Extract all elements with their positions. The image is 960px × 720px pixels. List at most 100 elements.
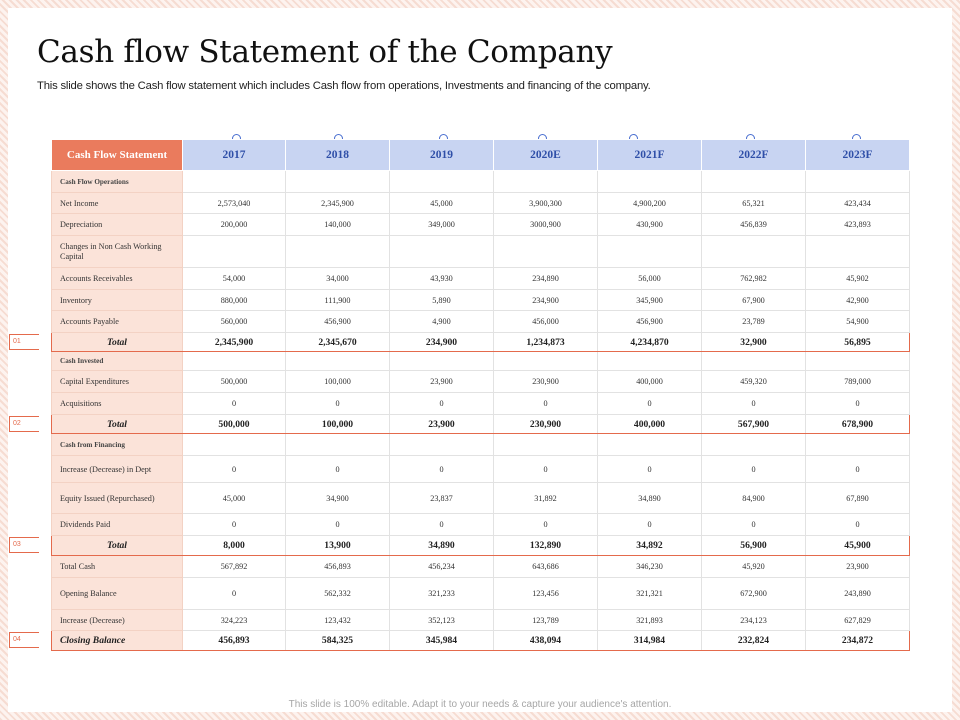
row-label: 03 Total: [9, 535, 183, 556]
value-cell: [701, 170, 806, 193]
value-cell: 0: [701, 455, 806, 483]
row-label: Increase (Decrease) in Dept: [51, 455, 183, 483]
value-cell: 34,890: [597, 482, 702, 514]
value-cell: 0: [805, 392, 910, 415]
value-cell: 5,890: [389, 289, 494, 311]
value-cell: 56,895: [805, 332, 910, 352]
row-label-text: Increase (Decrease) in Dept: [60, 464, 152, 474]
value-cell: 456,234: [389, 555, 494, 578]
value-cell: 54,000: [182, 267, 286, 290]
value-cell: 345,984: [389, 630, 494, 651]
value-cell: [389, 170, 494, 193]
value-cell: 456,000: [493, 310, 598, 333]
table-row: Total Cash 567,892 456,893 456,234 643,686 34…: [51, 555, 910, 578]
value-cell: 349,000: [389, 213, 494, 236]
value-cell: 678,900: [805, 414, 910, 434]
value-cell: 2,345,900: [182, 332, 286, 352]
value-cell: 23,900: [805, 555, 910, 578]
value-cell: 562,332: [285, 577, 390, 610]
value-cell: 456,900: [285, 310, 390, 333]
value-cell: 54,900: [805, 310, 910, 333]
table-section-row: Cash from Financing: [51, 433, 910, 456]
value-cell: 67,890: [805, 482, 910, 514]
value-cell: 140,000: [285, 213, 390, 236]
value-cell: [597, 351, 702, 371]
value-cell: 234,872: [805, 630, 910, 651]
value-cell: 100,000: [285, 414, 390, 434]
row-label: Cash from Financing: [51, 433, 183, 456]
value-cell: [701, 351, 806, 371]
table-row: Changes in Non Cash Working Capital: [51, 235, 910, 268]
table-row: Acquisitions 0 0 0 0 0 0 0: [51, 392, 910, 415]
value-cell: 0: [285, 513, 390, 536]
value-cell: [389, 433, 494, 456]
row-label-text: Total: [107, 418, 127, 430]
value-cell: 23,837: [389, 482, 494, 514]
row-label: Depreciation: [51, 213, 183, 236]
table-total-row: 04 Closing Balance 456,893 584,325 345,984 43…: [9, 630, 910, 651]
header-cell: 2019: [389, 139, 494, 171]
value-cell: 345,900: [597, 289, 702, 311]
table-total-row: 03 Total 8,000 13,900 34,890 132,890 34,892 56,…: [9, 535, 910, 556]
value-cell: 34,890: [389, 535, 494, 556]
value-cell: 111,900: [285, 289, 390, 311]
section-number-badge: 04: [9, 632, 39, 648]
table-row: Depreciation 200,000 140,000 349,000 3000,90…: [51, 213, 910, 236]
row-label-text: Cash from Financing: [60, 440, 125, 449]
value-cell: 56,000: [597, 267, 702, 290]
value-cell: 762,982: [701, 267, 806, 290]
value-cell: 45,000: [389, 192, 494, 214]
page-title: Cash flow Statement of the Company: [37, 34, 613, 70]
row-label: 02 Total: [9, 414, 183, 434]
value-cell: [493, 170, 598, 193]
value-cell: 423,893: [805, 213, 910, 236]
value-cell: 3000,900: [493, 213, 598, 236]
value-cell: 627,829: [805, 609, 910, 631]
row-label: Dividends Paid: [51, 513, 183, 536]
value-cell: 0: [493, 392, 598, 415]
value-cell: 0: [597, 455, 702, 483]
value-cell: 0: [389, 513, 494, 536]
table-total-row: 01 Total 2,345,900 2,345,670 234,900 1,234,87…: [9, 332, 910, 352]
value-cell: 0: [389, 455, 494, 483]
value-cell: 567,892: [182, 555, 286, 578]
value-cell: 234,890: [493, 267, 598, 290]
value-cell: [389, 235, 494, 268]
row-label-text: Changes in Non Cash Working Capital: [60, 241, 162, 261]
value-cell: 400,000: [597, 414, 702, 434]
value-cell: 324,223: [182, 609, 286, 631]
value-cell: 321,233: [389, 577, 494, 610]
value-cell: 8,000: [182, 535, 286, 556]
table-section-row: Cash Flow Operations: [51, 170, 910, 193]
row-label: Cash Flow Operations: [51, 170, 183, 193]
value-cell: [182, 235, 286, 268]
value-cell: 45,000: [182, 482, 286, 514]
value-cell: 560,000: [182, 310, 286, 333]
row-label: Accounts Payable: [51, 310, 183, 333]
value-cell: [285, 235, 390, 268]
value-cell: 1,234,873: [493, 332, 598, 352]
value-cell: [805, 170, 910, 193]
table-row: Increase (Decrease) in Dept 0 0 0 0 0 0 0: [51, 455, 910, 483]
table-section-row: Cash Invested: [51, 351, 910, 371]
value-cell: [805, 235, 910, 268]
header-cell: 2018: [285, 139, 390, 171]
row-label-text: Total: [107, 336, 127, 348]
value-cell: [493, 351, 598, 371]
row-label-text: Acquisitions: [60, 399, 102, 408]
value-cell: 321,893: [597, 609, 702, 631]
value-cell: 0: [701, 392, 806, 415]
row-label-text: Closing Balance: [60, 635, 126, 646]
value-cell: 321,321: [597, 577, 702, 610]
table-row: Dividends Paid 0 0 0 0 0 0 0: [51, 513, 910, 536]
table-row: Increase (Decrease) 324,223 123,432 352,123…: [51, 609, 910, 631]
value-cell: 0: [493, 513, 598, 536]
row-label: Net Income: [51, 192, 183, 214]
value-cell: 34,000: [285, 267, 390, 290]
value-cell: 643,686: [493, 555, 598, 578]
value-cell: 456,893: [182, 630, 286, 651]
value-cell: 0: [285, 392, 390, 415]
value-cell: [285, 433, 390, 456]
value-cell: 13,900: [285, 535, 390, 556]
value-cell: [182, 351, 286, 371]
